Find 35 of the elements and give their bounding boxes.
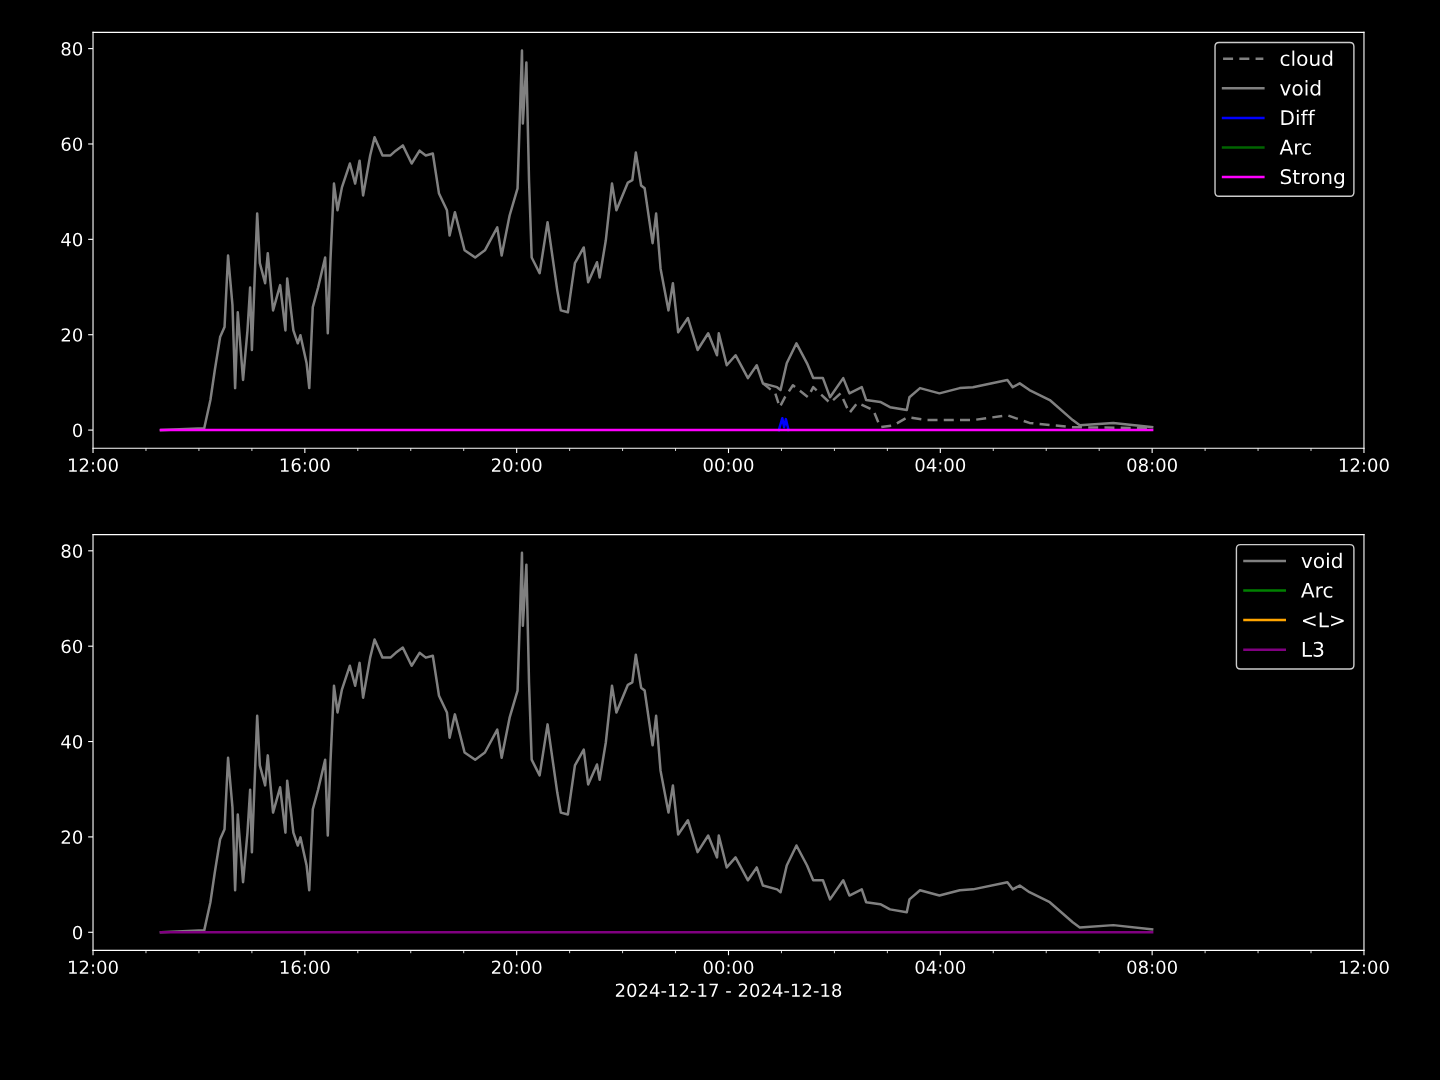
legend-label: Arc xyxy=(1301,582,1333,598)
legend-label: void xyxy=(1301,552,1342,569)
x-tick-label: 00:00 xyxy=(703,458,754,472)
x-tick-label: 04:00 xyxy=(915,458,966,472)
y-tick-label: 80 xyxy=(61,42,83,56)
legend-label: <L> xyxy=(1303,612,1344,628)
y-tick-label: 0 xyxy=(73,925,83,940)
y-tick-label: 60 xyxy=(61,137,83,152)
y-tick-label: 80 xyxy=(61,544,83,558)
x-tick-label: 16:00 xyxy=(280,960,330,975)
x-tick-label: 04:00 xyxy=(915,960,966,975)
x-tick-label: 20:00 xyxy=(491,458,542,472)
y-tick-label: 40 xyxy=(61,232,83,247)
y-tick-label: 40 xyxy=(61,735,83,749)
legend-label: cloud xyxy=(1280,50,1333,67)
x-tick-label: 08:00 xyxy=(1127,458,1177,472)
x-tick-label: 12:00 xyxy=(68,960,118,975)
legend-label: Strong xyxy=(1280,169,1345,189)
legend-label: void xyxy=(1280,80,1321,96)
x-tick-label: 12:00 xyxy=(68,458,118,472)
x-tick-label: 20:00 xyxy=(491,960,542,975)
legend-label: Diff xyxy=(1281,109,1316,125)
x-tick-label: 16:00 xyxy=(280,458,330,472)
x-tick-label: 00:00 xyxy=(703,960,754,975)
x-tick-label: 12:00 xyxy=(1339,458,1389,472)
y-tick-label: 20 xyxy=(61,830,83,845)
x-tick-label: 12:00 xyxy=(1339,960,1389,975)
y-tick-label: 20 xyxy=(61,328,83,342)
x-axis-title: 2024-12-17 - 2024-12-18 xyxy=(615,983,842,998)
y-tick-label: 0 xyxy=(73,423,83,438)
y-tick-label: 60 xyxy=(61,639,83,654)
x-tick-label: 08:00 xyxy=(1127,960,1177,975)
line-series xyxy=(777,416,790,432)
legend-label: Arc xyxy=(1279,139,1311,155)
legend-label: L3 xyxy=(1302,641,1324,657)
